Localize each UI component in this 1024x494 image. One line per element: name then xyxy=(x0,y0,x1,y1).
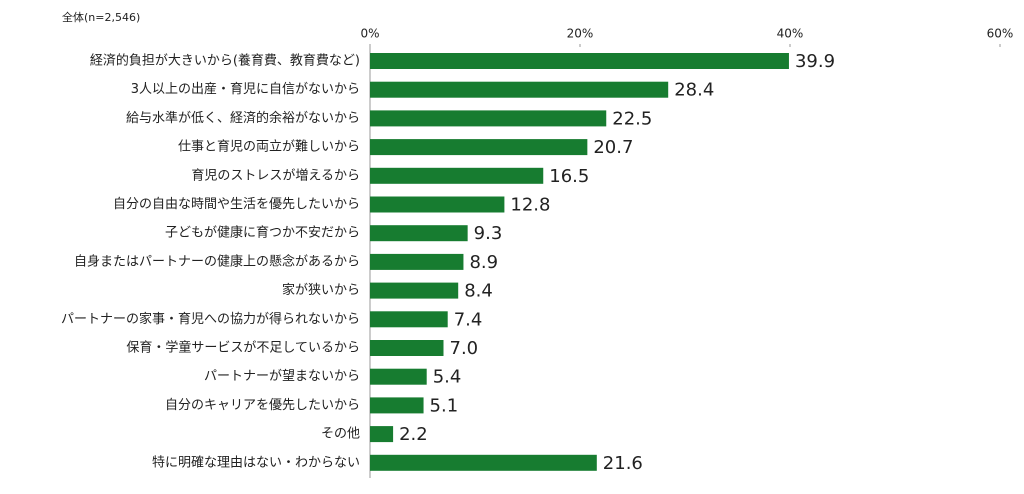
value-label: 7.4 xyxy=(454,309,483,330)
value-label: 16.5 xyxy=(549,166,589,187)
category-label: 3人以上の出産・育児に自信がないから xyxy=(131,81,360,97)
x-tick-label: 20% xyxy=(567,27,594,41)
bar xyxy=(370,225,468,242)
category-label: 仕事と育児の両立が難しいから xyxy=(178,139,360,155)
bar xyxy=(370,53,789,69)
bar xyxy=(370,167,544,184)
bar xyxy=(370,311,448,328)
value-label: 28.4 xyxy=(674,80,714,101)
bar xyxy=(370,282,459,299)
value-label: 39.9 xyxy=(795,51,835,72)
category-label: 育児のストレスが増えるから xyxy=(191,167,360,183)
value-label: 22.5 xyxy=(612,108,652,129)
category-label: 自分のキャリアを優先したいから xyxy=(165,398,360,413)
value-label: 7.0 xyxy=(450,338,479,359)
bar xyxy=(370,196,505,213)
category-label: 保育・学童サービスが不足しているから xyxy=(126,340,360,356)
x-tick-label: 0% xyxy=(360,27,379,41)
category-label: 特に明確な理由はない・わからない xyxy=(152,454,360,470)
category-label: 子どもが健康に育つか不安だから xyxy=(165,225,360,241)
category-label: 家が狭いから xyxy=(282,282,360,298)
category-label: その他 xyxy=(321,427,360,442)
value-label: 20.7 xyxy=(593,137,633,158)
bar xyxy=(370,253,464,270)
bar xyxy=(370,139,588,156)
category-label: 自身またはパートナーの健康上の懸念があるから xyxy=(74,253,360,269)
value-label: 21.6 xyxy=(603,453,643,474)
value-label: 2.2 xyxy=(399,424,428,445)
bar xyxy=(370,454,597,471)
chart-subtitle: 全体(n=2,546) xyxy=(62,10,140,24)
category-label: 自分の自由な時間や生活を優先したいから xyxy=(113,197,360,212)
bar xyxy=(370,81,669,98)
value-label: 8.9 xyxy=(469,252,498,273)
value-label: 5.1 xyxy=(430,395,459,416)
x-tick-label: 40% xyxy=(777,27,804,41)
bar xyxy=(370,426,394,443)
category-label: パートナーの家事・育児への協力が得られないから xyxy=(61,311,360,327)
bar xyxy=(370,397,424,414)
value-label: 9.3 xyxy=(474,223,503,244)
value-label: 5.4 xyxy=(433,367,462,388)
value-label: 12.8 xyxy=(510,195,550,216)
bar xyxy=(370,340,444,356)
category-label: パートナーが望まないから xyxy=(204,368,360,384)
x-tick-label: 60% xyxy=(987,27,1014,41)
bar xyxy=(370,368,427,385)
bar xyxy=(370,110,607,127)
value-label: 8.4 xyxy=(464,281,493,302)
category-label: 給与水準が低く、経済的余裕がないから xyxy=(126,110,360,126)
category-label: 経済的負担が大きいから(養育費、教育費など) xyxy=(90,53,360,69)
